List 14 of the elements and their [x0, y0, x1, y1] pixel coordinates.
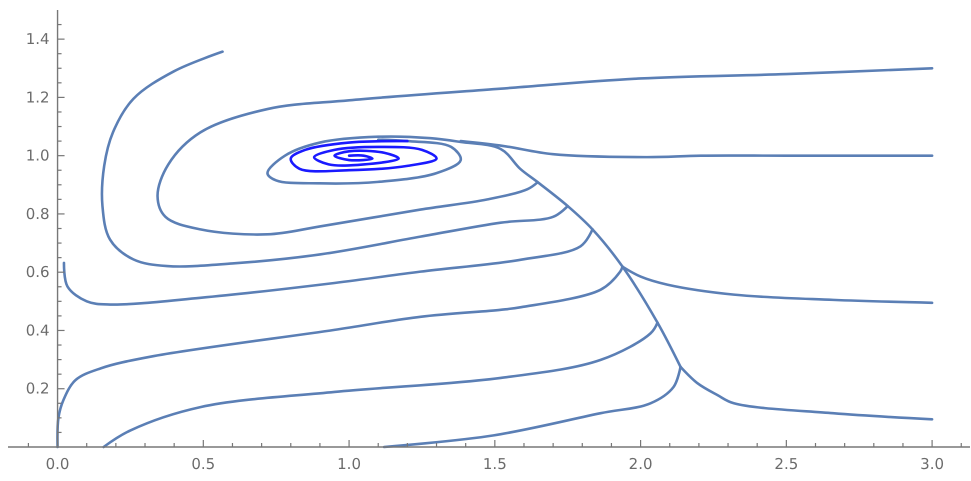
y-tick-label: 0.2: [26, 380, 50, 398]
y-tick-label: 0.8: [26, 204, 50, 223]
x-tick-label: 1.5: [482, 455, 507, 473]
x-tick-label: 0.5: [191, 455, 216, 473]
y-tick-label: 1.0: [26, 146, 50, 165]
y-tick-label: 0.4: [26, 321, 50, 340]
text: 0.0: [46, 455, 70, 473]
x-tick-label: 3.0: [920, 455, 944, 473]
y-tick-label: 0.6: [26, 263, 50, 282]
x-tick-label: 2.5: [774, 455, 798, 473]
x-tick-label: 1.0: [337, 455, 361, 473]
y-tick-label: 1.4: [26, 30, 50, 48]
y-tick-label: 1.2: [26, 88, 50, 106]
x-tick-label: 2.0: [628, 455, 653, 473]
